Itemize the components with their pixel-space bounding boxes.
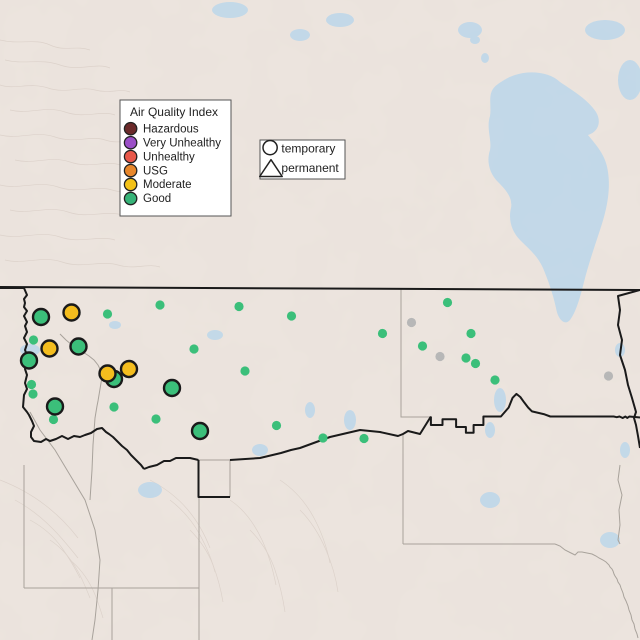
svg-text:Good: Good: [143, 193, 171, 205]
svg-text:USG: USG: [143, 165, 168, 177]
svg-text:Very Unhealthy: Very Unhealthy: [143, 137, 221, 149]
svg-text:permanent: permanent: [281, 161, 339, 175]
svg-text:Air Quality Index: Air Quality Index: [130, 105, 218, 119]
svg-text:Moderate: Moderate: [143, 179, 192, 191]
svg-text:temporary: temporary: [281, 142, 335, 156]
svg-text:Unhealthy: Unhealthy: [143, 151, 195, 163]
svg-text:Hazardous: Hazardous: [143, 123, 199, 135]
